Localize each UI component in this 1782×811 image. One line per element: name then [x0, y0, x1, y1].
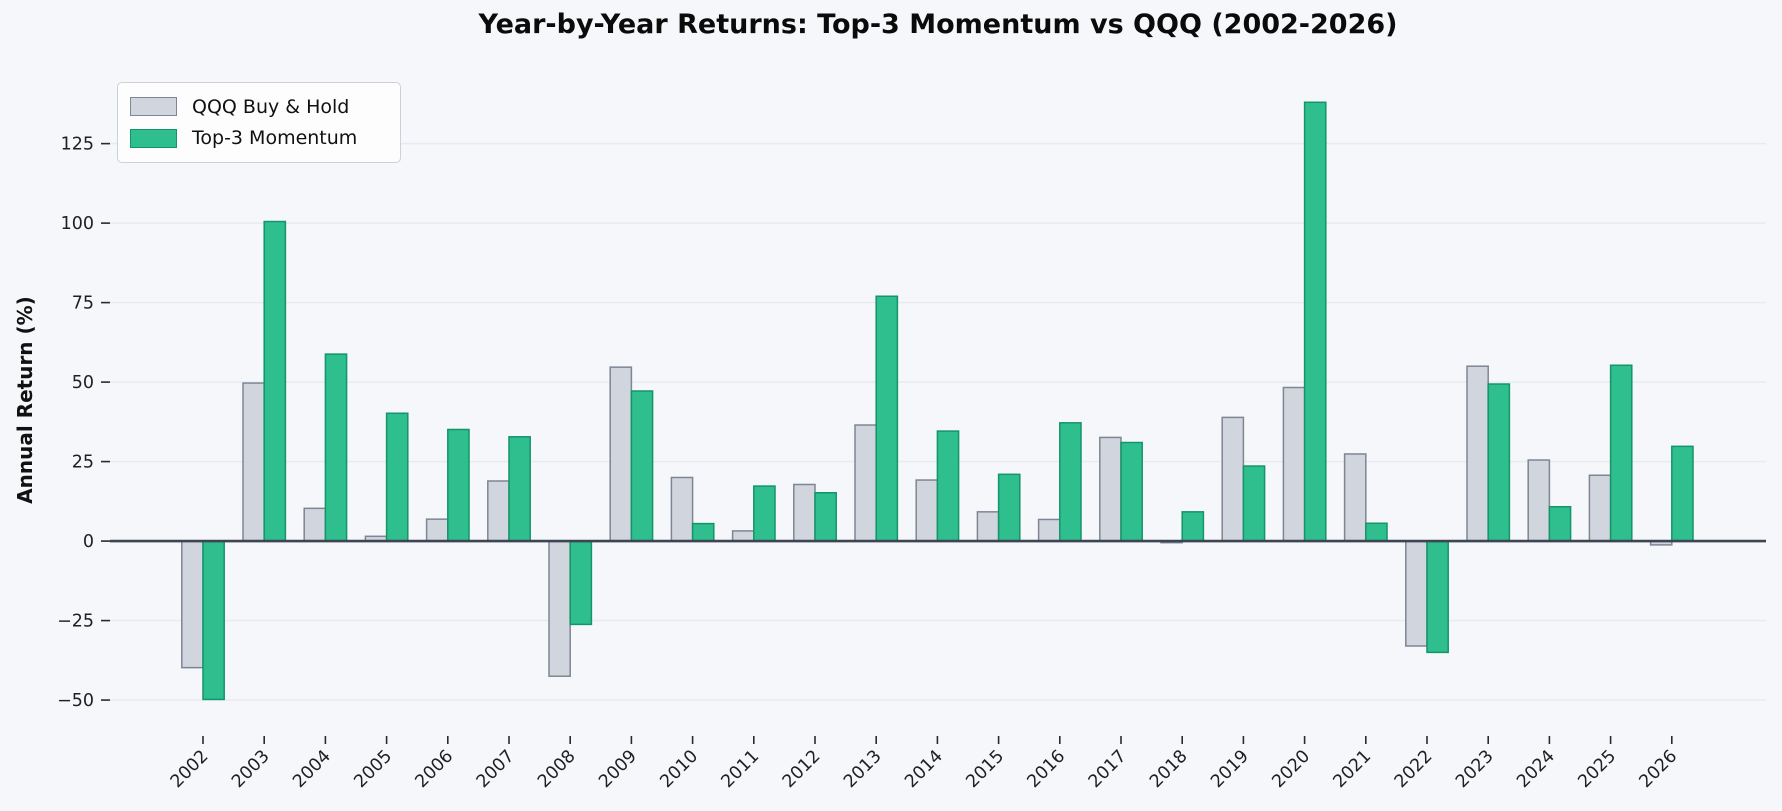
- x-tick-label: 2013: [840, 746, 886, 792]
- bar-momentum-2022: [1426, 540, 1449, 654]
- bar-momentum-2017: [1120, 441, 1143, 542]
- bar-momentum-2010: [691, 522, 715, 542]
- bar-momentum-2020: [1303, 101, 1327, 542]
- bar-momentum-2003: [263, 220, 287, 542]
- bar-momentum-2019: [1242, 465, 1266, 542]
- bar-momentum-2025: [1609, 364, 1633, 542]
- bar-momentum-2023: [1487, 383, 1511, 542]
- y-tick-label: 75: [72, 294, 94, 314]
- x-tick-label: 2011: [718, 746, 764, 792]
- legend-swatch-momentum: [130, 128, 177, 148]
- bar-momentum-2015: [997, 473, 1021, 542]
- x-tick-label: 2016: [1024, 746, 1070, 792]
- bar-qqq-2010: [670, 476, 694, 542]
- y-tick-label: 125: [61, 135, 94, 155]
- bar-qqq-2007: [487, 480, 510, 542]
- bar-qqq-2023: [1466, 365, 1489, 542]
- bar-qqq-2024: [1527, 459, 1551, 542]
- bar-qqq-2004: [303, 507, 327, 542]
- legend-item-qqq: QQQ Buy & Hold: [130, 96, 388, 118]
- x-tick-label: 2024: [1513, 746, 1559, 792]
- x-tick-label: 2004: [289, 746, 335, 792]
- bar-momentum-2011: [753, 485, 776, 542]
- x-tick-label: 2020: [1268, 746, 1314, 792]
- bar-momentum-2005: [385, 412, 409, 542]
- y-tick-label: 0: [83, 532, 94, 552]
- y-tick-label: −50: [57, 691, 94, 711]
- x-tick-label: 2022: [1391, 746, 1437, 792]
- bar-qqq-2025: [1588, 474, 1612, 542]
- chart-title: Year-by-Year Returns: Top-3 Momentum vs …: [478, 9, 1398, 40]
- x-tick-label: 2009: [595, 746, 641, 792]
- y-tick-label: 100: [61, 214, 94, 234]
- bar-qqq-2017: [1099, 436, 1122, 542]
- bar-qqq-2021: [1343, 453, 1367, 542]
- x-tick-label: 2019: [1207, 746, 1253, 792]
- x-tick-label: 2006: [412, 746, 458, 792]
- bar-momentum-2016: [1059, 422, 1082, 542]
- x-tick-label: 2015: [962, 746, 1008, 792]
- y-axis-title: Annual Return (%): [13, 296, 37, 504]
- legend-item-momentum: Top-3 Momentum: [130, 127, 388, 149]
- bar-momentum-2007: [508, 436, 531, 542]
- x-tick-label: 2007: [473, 746, 519, 792]
- bar-qqq-2013: [854, 424, 877, 542]
- bar-momentum-2012: [814, 492, 837, 542]
- bar-momentum-2013: [875, 295, 899, 542]
- x-tick-label: 2003: [228, 746, 274, 792]
- bar-momentum-2008: [569, 540, 593, 626]
- x-tick-label: 2023: [1452, 746, 1498, 792]
- bar-qqq-2015: [976, 511, 1000, 542]
- bar-momentum-2021: [1365, 522, 1388, 542]
- bar-momentum-2026: [1671, 445, 1694, 542]
- bar-momentum-2014: [936, 430, 960, 542]
- y-tick-label: −25: [57, 612, 94, 632]
- bar-qqq-2016: [1037, 518, 1061, 542]
- bar-qqq-2012: [793, 483, 816, 542]
- legend-label-momentum: Top-3 Momentum: [192, 127, 358, 150]
- bar-qqq-2011: [731, 530, 755, 542]
- bar-qqq-2008: [548, 540, 571, 677]
- bar-qqq-2022: [1405, 540, 1428, 647]
- y-tick-label: 50: [72, 373, 94, 393]
- x-tick-label: 2025: [1574, 746, 1620, 792]
- x-tick-label: 2014: [901, 746, 947, 792]
- legend-label-qqq: QQQ Buy & Hold: [192, 95, 350, 118]
- bar-qqq-2003: [242, 382, 265, 542]
- legend-swatch-qqq: [130, 97, 177, 117]
- x-tick-label: 2012: [779, 746, 825, 792]
- bar-qqq-2020: [1282, 386, 1306, 542]
- bar-qqq-2002: [181, 540, 204, 669]
- x-tick-label: 2005: [350, 746, 396, 792]
- bar-qqq-2019: [1221, 416, 1245, 542]
- legend: QQQ Buy & Hold Top-3 Momentum: [117, 82, 401, 163]
- bar-qqq-2006: [425, 518, 449, 542]
- x-tick-label: 2008: [534, 746, 580, 792]
- x-tick-label: 2026: [1636, 746, 1682, 792]
- x-tick-label: 2002: [167, 746, 213, 792]
- x-tick-label: 2010: [656, 746, 702, 792]
- bar-qqq-2009: [609, 366, 633, 542]
- x-tick-label: 2021: [1330, 746, 1376, 792]
- x-tick-label: 2017: [1085, 746, 1131, 792]
- bar-momentum-2004: [324, 353, 348, 542]
- bar-momentum-2002: [202, 540, 225, 701]
- bar-momentum-2006: [447, 428, 470, 542]
- bar-momentum-2009: [630, 390, 654, 542]
- x-tick-label: 2018: [1146, 746, 1192, 792]
- bar-momentum-2024: [1548, 505, 1572, 542]
- bar-momentum-2018: [1181, 511, 1205, 542]
- y-tick-label: 25: [72, 453, 94, 473]
- bar-qqq-2014: [915, 479, 939, 542]
